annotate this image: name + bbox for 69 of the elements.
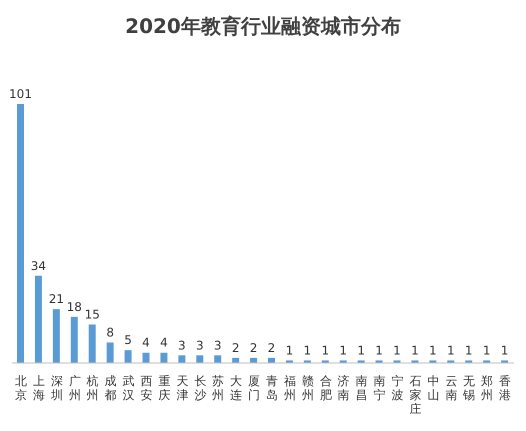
x-tick-label: 武汉 <box>122 374 135 402</box>
data-label: 5 <box>124 333 132 348</box>
data-label: 101 <box>9 87 32 101</box>
data-label: 1 <box>321 343 330 358</box>
data-label: 1 <box>411 343 419 358</box>
x-tick-label: 苏州 <box>212 374 224 402</box>
data-label: 34 <box>30 258 46 273</box>
data-label: 18 <box>66 300 82 314</box>
x-tick-label: 南昌 <box>356 374 368 402</box>
bar <box>106 342 114 363</box>
data-label: 4 <box>142 336 150 350</box>
data-label: 3 <box>178 338 186 352</box>
data-label: 3 <box>196 338 204 352</box>
x-tick-label: 青岛 <box>266 374 278 402</box>
x-tick-label: 北京 <box>14 374 27 402</box>
x-tick-label: 济南 <box>338 374 350 402</box>
bar <box>160 352 168 363</box>
data-label: 2 <box>250 340 258 355</box>
bar <box>34 276 42 363</box>
bar <box>88 324 96 363</box>
x-tick-label: 长沙 <box>194 374 206 402</box>
data-label: 21 <box>48 292 64 306</box>
data-label: 3 <box>214 338 222 352</box>
data-label: 1 <box>286 343 294 358</box>
bar <box>196 355 204 363</box>
x-tick-label: 广州 <box>68 374 81 402</box>
x-tick-label: 合肥 <box>320 374 332 402</box>
data-label: 1 <box>339 343 348 358</box>
x-tick-label: 郑州 <box>481 374 494 402</box>
data-label: 1 <box>500 343 508 358</box>
bar <box>124 350 132 363</box>
data-label: 1 <box>464 343 473 358</box>
x-tick-label: 重庆 <box>158 374 170 402</box>
x-tick-label: 中山 <box>427 374 440 402</box>
bar <box>142 352 150 363</box>
data-label: 4 <box>160 336 168 350</box>
x-tick-label: 宁波 <box>391 374 404 402</box>
data-label: 1 <box>375 343 383 358</box>
x-tick-label: 福州 <box>284 374 296 402</box>
x-tick-label: 南宁 <box>374 374 386 402</box>
x-tick-label: 天津 <box>176 374 188 402</box>
data-label: 1 <box>446 343 455 358</box>
x-tick-label: 西安 <box>140 374 152 402</box>
chart-title: 2020年教育行业融资城市分布 <box>124 13 402 40</box>
x-tick-label: 石家庄 <box>409 374 422 416</box>
x-tick-label: 厦门 <box>248 374 260 402</box>
bar <box>178 355 186 363</box>
bar <box>17 104 24 363</box>
x-tick-label: 香港 <box>499 374 512 402</box>
bar <box>52 309 60 363</box>
data-label: 15 <box>84 308 100 322</box>
data-label: 1 <box>393 343 401 358</box>
data-label: 8 <box>106 325 114 340</box>
data-label: 1 <box>304 343 312 358</box>
x-tick-label: 杭州 <box>86 374 99 402</box>
x-tick-label: 无锡 <box>462 374 476 402</box>
x-tick-label: 深圳 <box>50 374 63 402</box>
x-tick-label: 大连 <box>230 374 242 402</box>
x-tick-label: 云南 <box>445 374 458 402</box>
x-tick-label: 赣州 <box>302 374 314 402</box>
data-label: 1 <box>357 343 365 358</box>
bar <box>70 316 78 363</box>
x-tick-label: 上海 <box>32 374 45 402</box>
data-label: 2 <box>232 340 240 355</box>
bar <box>214 355 222 363</box>
data-label: 1 <box>482 343 490 358</box>
data-label: 1 <box>429 343 437 358</box>
x-tick-label: 成都 <box>104 374 117 402</box>
data-label: 2 <box>268 340 276 355</box>
